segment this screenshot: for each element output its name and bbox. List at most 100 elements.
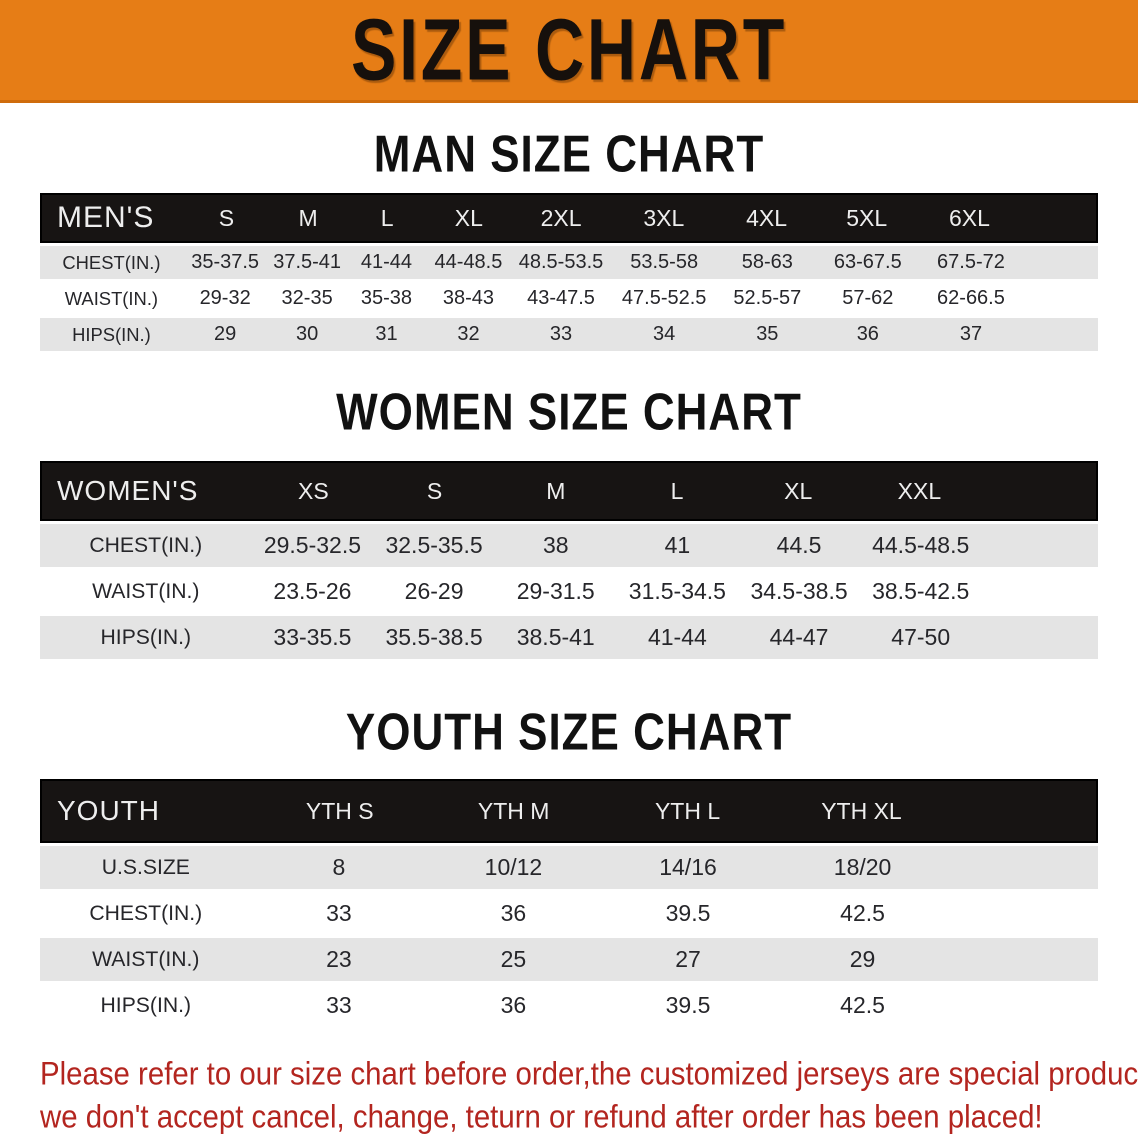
row-label: HIPS(IN.) [72,323,151,345]
womens-table-title: WOMEN'S [57,475,199,506]
table-cell: 52.5-57 [733,287,802,309]
table-cell: 39.5 [665,992,711,1018]
table-row: CHEST(IN.) 33 36 39.5 42.5 [40,892,1098,935]
disclaimer-line-2: we don't accept cancel, change, teturn o… [40,1099,1043,1136]
table-cell: 33 [326,992,352,1018]
youth-size-heading: YOUTH SIZE CHART [345,703,793,762]
table-cell: 36 [500,992,527,1018]
column-header: XL [784,477,813,504]
row-label: WAIST(IN.) [64,287,159,309]
table-cell: 23.5-26 [273,578,352,604]
table-cell: 44-47 [769,624,829,650]
table-row: HIPS(IN.) 29 30 31 32 33 34 35 36 37 [40,318,1098,351]
table-cell: 47.5-52.5 [621,287,707,309]
row-label: CHEST(IN.) [89,901,203,925]
column-header: YTH M [477,797,550,824]
table-cell: 31.5-34.5 [628,578,726,604]
table-cell: 29.5-32.5 [263,532,362,558]
table-cell: 30 [296,323,319,345]
row-label: CHEST(IN.) [89,533,203,557]
table-row: HIPS(IN.) 33 36 39.5 42.5 [40,984,1098,1027]
table-cell: 32 [457,323,480,345]
row-label: WAIST(IN.) [92,947,200,971]
mens-table-title: MEN'S [57,201,155,234]
column-header: 5XL [846,204,888,231]
column-header: 3XL [643,204,685,231]
table-row: U.S.SIZE 8 10/12 14/16 18/20 [40,846,1098,889]
table-cell: 29-32 [199,287,251,309]
disclaimer-line-1: Please refer to our size chart before or… [40,1056,1138,1092]
mens-size-table: MEN'S S M L XL 2XL 3XL 4XL 5XL 6XL CHEST… [40,193,1098,351]
table-cell: 29 [849,946,876,972]
man-size-heading: MAN SIZE CHART [373,125,765,184]
table-cell: 43-47.5 [527,287,595,309]
column-header: S [218,204,235,231]
table-cell: 34.5-38.5 [750,578,848,604]
column-header: XL [454,204,483,231]
table-cell: 57-62 [842,287,894,309]
size-chart-banner: SIZE CHART [0,0,1138,103]
table-cell: 26-29 [404,578,464,604]
column-header: XXL [897,477,942,504]
column-header: YTH XL [821,797,902,824]
table-cell: 38-43 [442,287,495,309]
womens-size-table: WOMEN'S XS S M L XL XXL CHEST(IN.) 29.5-… [40,461,1098,659]
table-cell: 67.5-72 [937,251,1005,273]
column-header: S [426,477,443,504]
table-cell: 41-44 [647,624,707,650]
column-header: M [546,477,566,504]
row-label: WAIST(IN.) [92,579,200,603]
table-cell: 44.5-48.5 [872,532,970,558]
row-label: U.S.SIZE [101,855,190,879]
table-cell: 63-67.5 [833,251,902,273]
table-row: CHEST(IN.) 29.5-32.5 32.5-35.5 38 41 44.… [40,524,1098,567]
mens-table-header-row: MEN'S S M L XL 2XL 3XL 4XL 5XL 6XL [40,193,1098,243]
table-cell: 27 [675,946,701,972]
column-header: XS [298,477,329,504]
table-cell: 41-44 [360,251,413,273]
table-cell: 29 [214,323,237,345]
table-row: HIPS(IN.) 33-35.5 35.5-38.5 38.5-41 41-4… [40,616,1098,659]
row-label: CHEST(IN.) [62,251,161,273]
table-cell: 53.5-58 [630,251,699,273]
table-cell: 37 [959,323,983,345]
column-header: YTH S [305,797,374,824]
column-header: 2XL [540,204,582,231]
table-cell: 44-48.5 [434,251,503,273]
table-cell: 32.5-35.5 [385,532,483,558]
table-cell: 41 [664,532,691,558]
table-cell: 35-38 [360,287,413,309]
table-cell: 37.5-41 [273,251,342,273]
table-row: CHEST(IN.) 35-37.5 37.5-41 41-44 44-48.5… [40,246,1098,279]
table-cell: 14/16 [659,854,717,880]
table-cell: 38.5-42.5 [872,578,970,604]
column-header: L [670,477,684,504]
womens-table-header-row: WOMEN'S XS S M L XL XXL [40,461,1098,521]
table-cell: 33 [326,900,352,926]
table-cell: 36 [856,323,879,345]
table-cell: 42.5 [840,900,885,926]
table-cell: 35 [756,323,779,345]
table-cell: 34 [653,323,676,345]
column-header: 6XL [948,204,990,231]
table-cell: 35-37.5 [191,251,260,273]
row-label: HIPS(IN.) [100,625,192,649]
column-header: 4XL [746,204,788,231]
table-row: WAIST(IN.) 23 25 27 29 [40,938,1098,981]
table-row: WAIST(IN.) 29-32 32-35 35-38 38-43 43-47… [40,282,1098,315]
table-cell: 36 [500,900,527,926]
column-header: M [298,204,318,231]
table-cell: 38 [542,532,569,558]
table-cell: 25 [500,946,527,972]
table-cell: 35.5-38.5 [385,624,483,650]
table-cell: 8 [332,854,346,880]
column-header: L [380,204,394,231]
table-cell: 18/20 [833,854,892,880]
table-cell: 48.5-53.5 [518,251,604,273]
table-cell: 33 [549,323,573,345]
table-row: WAIST(IN.) 23.5-26 26-29 29-31.5 31.5-34… [40,570,1098,613]
table-cell: 39.5 [665,900,711,926]
column-header: YTH L [654,797,721,824]
youth-size-table: YOUTH YTH S YTH M YTH L YTH XL U.S.SIZE … [40,779,1098,1027]
row-label: HIPS(IN.) [100,993,192,1017]
